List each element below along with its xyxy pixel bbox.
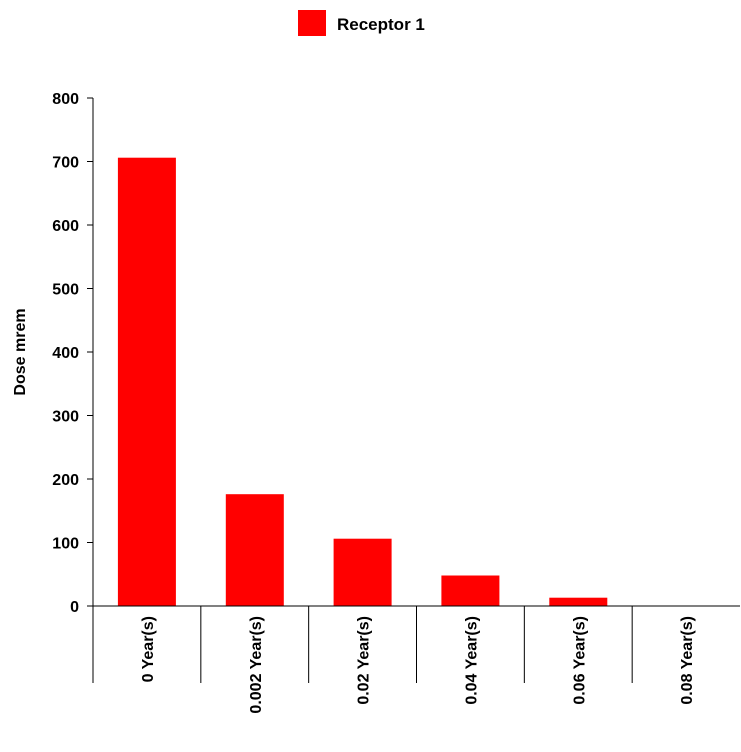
- y-tick-label-2: 200: [52, 472, 79, 489]
- bar-0: [117, 157, 176, 606]
- legend-swatch: [298, 10, 326, 36]
- legend: Receptor 1: [298, 10, 425, 36]
- bar-1: [225, 494, 284, 606]
- y-tick-label-8: 800: [52, 91, 79, 108]
- x-tick-label-3: 0.04 Year(s): [463, 616, 480, 705]
- bar-2: [333, 538, 392, 606]
- y-tick-label-1: 100: [52, 536, 79, 553]
- bar-4: [549, 597, 608, 606]
- y-tick-label-3: 300: [52, 409, 79, 426]
- x-axis-ticks: 0 Year(s) 0.002 Year(s) 0.02 Year(s) 0.04 Y…: [140, 606, 696, 714]
- x-tick-label-5: 0.08 Year(s): [679, 616, 696, 705]
- y-tick-label-0: 0: [70, 599, 79, 616]
- axes: [92, 98, 740, 683]
- y-tick-label-6: 600: [52, 218, 79, 235]
- y-axis-ticks: 0 100 200 300 400 500 600 700 800: [52, 91, 93, 616]
- y-tick-label-7: 700: [52, 155, 79, 172]
- x-tick-label-1: 0.002 Year(s): [248, 616, 265, 714]
- bar-3: [441, 575, 500, 606]
- x-tick-label-0: 0 Year(s): [140, 616, 157, 682]
- y-axis-title: Dose mrem: [12, 308, 29, 395]
- y-tick-label-4: 400: [52, 345, 79, 362]
- bars-group: [117, 157, 608, 606]
- y-tick-label-5: 500: [52, 282, 79, 299]
- legend-label: Receptor 1: [337, 15, 425, 34]
- x-tick-label-2: 0.02 Year(s): [356, 616, 373, 705]
- x-tick-label-4: 0.06 Year(s): [571, 616, 588, 705]
